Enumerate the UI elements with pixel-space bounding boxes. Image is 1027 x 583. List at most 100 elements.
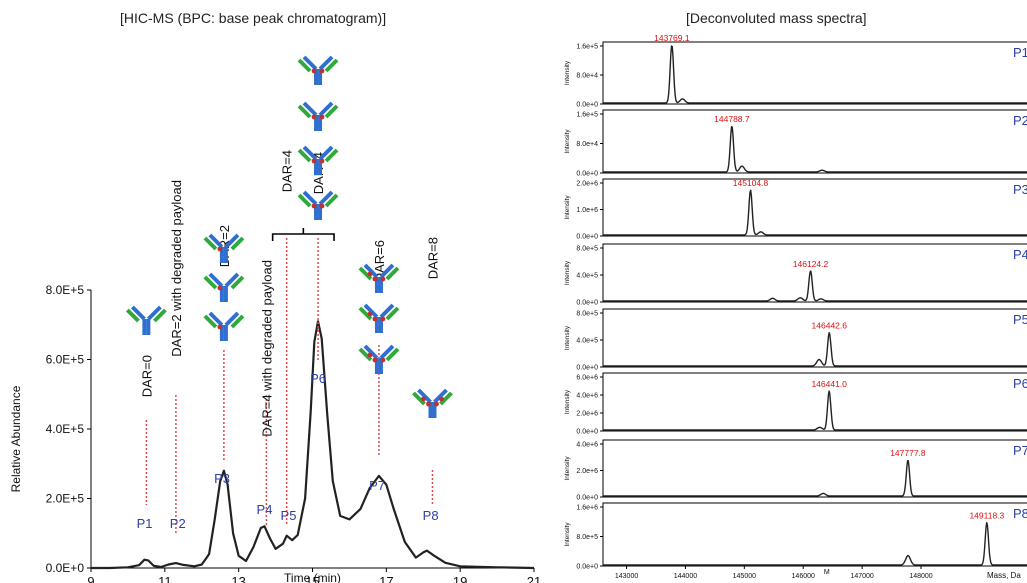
y-tick-label: 0.0e+0 (576, 495, 598, 502)
peak-annotation-p2: DAR=2 with degraded payload P2 (169, 180, 186, 535)
panel-label: P1 (1013, 45, 1027, 60)
panel-frame (602, 439, 1027, 498)
y-tick-label: 1.6e+5 (576, 44, 598, 51)
x-tick-label: 13 (231, 574, 245, 583)
peak-label: P7 (369, 478, 385, 493)
y-tick-label: 8.0e+4 (576, 141, 598, 148)
antibody-light-chain (125, 308, 140, 323)
antibody-light-chain (358, 266, 373, 281)
antibody-arm (318, 55, 334, 71)
y-axis-title: Intensity (564, 260, 571, 285)
x-axis-title: Mass, Da (987, 571, 1021, 580)
mass-label: 143769.1 (654, 33, 690, 43)
antibody-light-chain (439, 391, 453, 406)
panel-label: P4 (1013, 247, 1027, 262)
antibody-light-chain (385, 266, 400, 281)
payload-dot (367, 352, 373, 358)
y-tick-label: 1.6e+6 (576, 505, 598, 512)
spectrum-trace (603, 460, 1027, 497)
antibody-arm (318, 190, 334, 206)
antibody-light-chain (385, 347, 400, 362)
peak-label: P5 (281, 508, 297, 523)
dar-label: DAR=2 with degraded payload (169, 180, 184, 357)
y-tick-label: 1.6e+5 (576, 112, 598, 119)
peak-label: P3 (214, 471, 230, 486)
y-tick-label: 8.0e+5 (576, 534, 598, 541)
peak-annotation-p5: DAR=4 P5 (280, 150, 297, 525)
panel-frame (602, 243, 1027, 303)
dar-label: DAR=6 (372, 240, 387, 282)
antibody-light-chain (230, 275, 245, 290)
y-axis-title: Relative Abundance (9, 385, 23, 492)
payload-dot (319, 203, 325, 209)
antibody-arm (379, 303, 395, 319)
y-axis-title: Intensity (564, 60, 571, 85)
x-axis-marker: M (824, 569, 830, 576)
antibody-light-chain (412, 391, 426, 406)
antibody-light-chain (385, 306, 400, 321)
antibody-light-chain (324, 58, 339, 73)
antibody-arm (417, 388, 432, 404)
x-tick-label: 21 (527, 574, 541, 583)
payload-dot (372, 316, 378, 322)
antibody-icon (297, 190, 339, 220)
x-tick-label: 145000 (733, 573, 756, 580)
deconvoluted-spectra: 0.0e+0 8.0e+4 1.6e+5 Intensity 143769.1 P1 0.0… (564, 33, 1027, 580)
x-tick-label: 11 (158, 574, 172, 583)
payload-dot (380, 276, 386, 282)
antibody-arm (363, 263, 379, 279)
antibody-light-chain (230, 236, 245, 251)
y-tick-label: 0.0e+0 (576, 365, 598, 372)
peak-annotation-p6: DAR=4P6 (297, 55, 339, 386)
spectrum-trace (603, 390, 1027, 431)
payload-dot (372, 276, 378, 282)
payload-dot (380, 357, 386, 363)
dar-label: DAR=4 (280, 150, 295, 192)
antibody-light-chain (203, 236, 218, 251)
spectrum-panel-p1: 0.0e+0 8.0e+4 1.6e+5 Intensity 143769.1 P1 (564, 33, 1027, 109)
y-tick-label: 0.0e+0 (576, 234, 598, 241)
spectrum-panel-p7: 0.0e+0 2.0e+6 4.0e+6 Intensity 147777.8 P7 (564, 439, 1027, 502)
y-axis-title: Intensity (564, 456, 571, 481)
antibody-icon (297, 101, 339, 131)
antibody-arm (363, 303, 379, 319)
antibody-light-chain (358, 306, 373, 321)
y-axis-title: Intensity (564, 325, 571, 350)
panel-label: P5 (1013, 312, 1027, 327)
y-axis-title: Intensity (564, 389, 571, 414)
payload-dot (217, 324, 223, 330)
y-tick-label: 0.0e+0 (576, 429, 598, 436)
hic-ms-title: [HIC-MS (BPC: base peak chromatogram)] (120, 10, 387, 26)
payload-dot (311, 158, 317, 164)
payload-dot (319, 114, 325, 120)
panel-label: P6 (1013, 376, 1027, 391)
spectrum-trace (603, 270, 1027, 302)
antibody-arm (224, 311, 240, 327)
antibody-arm (379, 263, 395, 279)
dar-label: DAR=0 (139, 355, 154, 397)
panel-frame (602, 308, 1027, 368)
spectrum-panel-p3: 0.0e+0 1.0e+6 2.0e+6 Intensity 145104.8 P3 (564, 178, 1027, 241)
p5-p6-bracket (271, 228, 335, 241)
mass-label: 146442.6 (812, 321, 848, 331)
y-tick-label: 4.0e+6 (576, 442, 598, 449)
antibody-light-chain (203, 275, 218, 290)
antibody-light-chain (358, 347, 373, 362)
y-tick-label: 0.0e+0 (576, 102, 598, 109)
antibody-arm (302, 145, 318, 161)
payload-dot (311, 114, 317, 120)
panel-frame (602, 109, 1027, 174)
antibody-icon (203, 272, 245, 302)
antibody-arm (433, 388, 448, 404)
antibody-light-chain (324, 104, 339, 119)
antibody-arm (208, 233, 224, 249)
spectrum-panel-p6: 0.0e+0 2.0e+6 4.0e+6 6.0e+6 Intensity 146441.… (564, 372, 1027, 436)
y-tick-label: 4.0e+5 (576, 273, 598, 280)
y-tick-label: 4.0e+5 (576, 338, 598, 345)
spectrum-trace (603, 45, 1027, 104)
peak-annotation-p8: DAR=8 P8 (412, 237, 453, 523)
antibody-icon (358, 263, 400, 293)
antibody-arm (318, 145, 334, 161)
peak-annotation-p4: DAR=4 with degraded payload P4 (257, 260, 274, 525)
y-tick-label: 2.0e+6 (576, 181, 598, 188)
